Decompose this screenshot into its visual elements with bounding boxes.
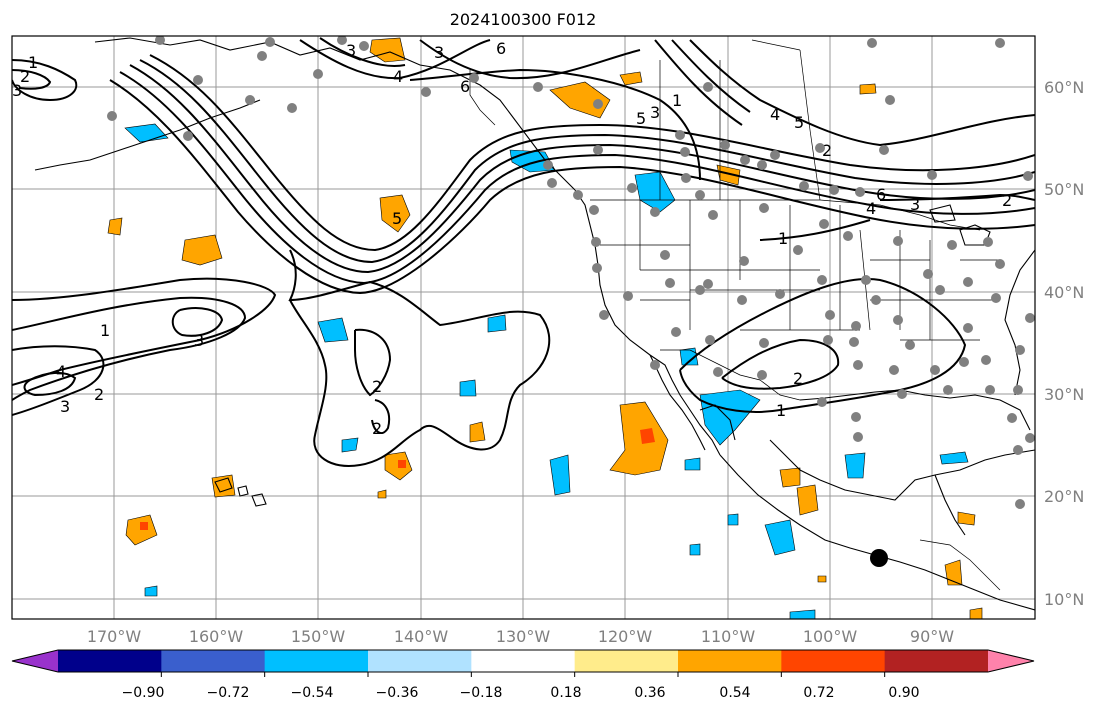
colorbar-segment	[678, 650, 782, 672]
colorbar-segment	[471, 650, 576, 672]
colorbar-segment	[574, 650, 679, 672]
lon-label: 120°W	[598, 627, 653, 646]
contour-label: 3	[910, 195, 920, 214]
colorbar-tick-label: −0.18	[460, 685, 503, 701]
lat-label: 40°N	[1044, 283, 1084, 302]
contour-label: 5	[794, 113, 804, 132]
colorbar-segment	[884, 650, 989, 672]
colorbar-tick-labels: −0.90 −0.72 −0.54 −0.36 −0.18 0.18 0.36 …	[122, 685, 920, 701]
colorbar-tick-label: 0.54	[719, 685, 750, 701]
colorbar-segment	[781, 650, 886, 672]
contour-label: 2	[372, 377, 382, 396]
lat-label: 30°N	[1044, 385, 1084, 404]
lon-label: 160°W	[189, 627, 244, 646]
contour-label: 1	[776, 401, 786, 420]
lat-label: 20°N	[1044, 487, 1084, 506]
lon-label: 140°W	[394, 627, 449, 646]
contour-lines	[12, 37, 1035, 467]
storm-center-marker	[870, 549, 888, 567]
contour-label: 3	[194, 331, 204, 350]
colorbar-segment	[264, 650, 369, 672]
station-dots	[107, 36, 1035, 509]
colorbar-tick-label: −0.90	[122, 685, 165, 701]
colorbar-tick-label: 0.18	[550, 685, 581, 701]
contour-label: 3	[12, 81, 22, 100]
colorbar-tick-label: 0.36	[634, 685, 665, 701]
colorbar-segments	[12, 650, 1034, 672]
positive-anomaly-areas	[107, 37, 983, 619]
colorbar-segment	[161, 650, 266, 672]
contour-label: 1	[100, 321, 110, 340]
lon-label: 100°W	[803, 627, 858, 646]
contour-label: 1	[778, 229, 788, 248]
colorbar-segment	[58, 650, 162, 672]
contour-label: 2	[20, 67, 30, 86]
contour-label: 1	[28, 53, 38, 72]
colorbar-extend-low	[12, 650, 58, 672]
colorbar-tick-label: −0.36	[376, 685, 419, 701]
contour-label: 6	[460, 77, 470, 96]
contour-label-group: 1 2 3 4 3 2 2 1 2 3 3 3 4 6 6 5 3 1 4 5 …	[12, 39, 1012, 438]
colorbar-tick-label: 0.90	[888, 685, 919, 701]
colorbar-segment	[368, 650, 472, 672]
contour-label: 6	[496, 39, 506, 58]
lon-label: 90°W	[910, 627, 954, 646]
contour-label: 6	[876, 185, 886, 204]
lon-label: 130°W	[496, 627, 551, 646]
colorbar-tick-label: −0.54	[291, 685, 334, 701]
contour-label: 4	[770, 105, 780, 124]
contour-label: 4	[56, 362, 66, 381]
contour-label: 5	[636, 109, 646, 128]
lat-label: 50°N	[1044, 180, 1084, 199]
contour-label: 3	[434, 43, 444, 62]
contour-label: 2	[1002, 191, 1012, 210]
colorbar-extend-high	[988, 650, 1034, 672]
contour-label: 4	[866, 199, 876, 218]
lon-label: 150°W	[291, 627, 346, 646]
contour-label: 2	[94, 385, 104, 404]
colorbar-ticks	[160, 672, 886, 677]
contour-label: 2	[793, 369, 803, 388]
lon-label: 110°W	[701, 627, 756, 646]
contour-label: 4	[393, 67, 403, 86]
contour-label: 2	[822, 141, 832, 160]
lat-label: 60°N	[1044, 78, 1084, 97]
colorbar-tick-label: −0.72	[207, 685, 250, 701]
contour-label: 2	[372, 419, 382, 438]
contour-label: 5	[392, 209, 402, 228]
lon-label: 170°W	[87, 627, 142, 646]
colorbar: −0.90 −0.72 −0.54 −0.36 −0.18 0.18 0.36 …	[11, 649, 1035, 701]
colorbar-tick-label: 0.72	[803, 685, 834, 701]
contour-label: 3	[60, 397, 70, 416]
contour-label: 1	[672, 91, 682, 110]
longitude-labels: 170°W 160°W 150°W 140°W 130°W 120°W 110°…	[87, 627, 954, 646]
lat-label: 10°N	[1044, 590, 1084, 609]
contour-label: 3	[346, 41, 356, 60]
colorbar-outline	[11, 649, 1035, 673]
strong-positive-anomaly-areas	[140, 428, 655, 530]
contour-label: 3	[650, 103, 660, 122]
negative-anomaly-areas	[124, 123, 969, 619]
map-panel: 1 2 3 4 3 2 2 1 2 3 3 3 4 6 6 5 3 1 4 5 …	[12, 36, 1035, 619]
latitude-labels: 60°N 50°N 40°N 30°N 20°N 10°N	[1044, 78, 1084, 609]
borders	[469, 39, 1001, 591]
map-frame	[11, 35, 1036, 620]
map-title: 2024100300 F012	[449, 10, 597, 29]
